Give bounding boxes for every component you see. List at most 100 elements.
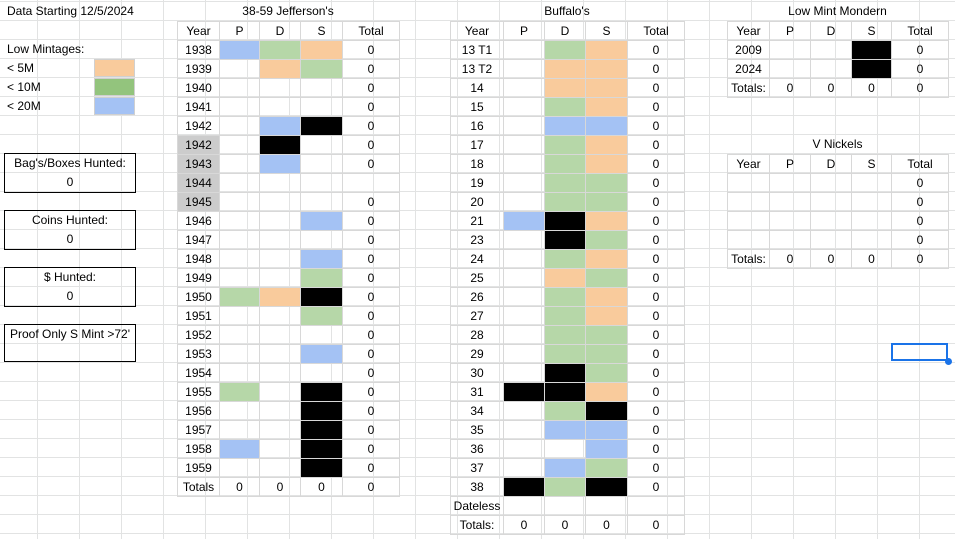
low-mint-p-cell[interactable] — [769, 59, 811, 79]
low-mint-s-cell[interactable] — [851, 59, 892, 79]
jefferson-total-cell[interactable]: 0 — [342, 135, 400, 155]
buffalo-p-cell[interactable] — [503, 477, 545, 497]
v-nickels-header-total[interactable]: Total — [891, 154, 949, 174]
jefferson-year-cell[interactable]: 1942 — [177, 135, 220, 155]
buffalo-d-cell[interactable] — [544, 154, 586, 174]
buffalo-d-cell[interactable] — [544, 325, 586, 345]
jefferson-d-cell[interactable] — [259, 287, 301, 307]
buffalo-s-cell[interactable] — [585, 97, 628, 117]
buffalo-d-cell[interactable] — [544, 344, 586, 364]
buffalo-total-cell[interactable]: 0 — [627, 116, 685, 136]
buffalo-year-cell[interactable]: 35 — [450, 420, 504, 440]
jefferson-s-cell[interactable] — [300, 97, 343, 117]
jefferson-p-cell[interactable] — [219, 173, 260, 193]
buffalo-total-cell[interactable]: 0 — [627, 363, 685, 383]
jefferson-p-cell[interactable] — [219, 344, 260, 364]
jefferson-p-cell[interactable] — [219, 287, 260, 307]
fill-handle[interactable] — [945, 358, 952, 365]
buffalo-year-cell[interactable]: 13 T1 — [450, 40, 504, 60]
low-mint-year-cell[interactable]: 2009 — [727, 40, 770, 60]
buffalo-s-cell[interactable] — [585, 230, 628, 250]
jefferson-total-cell[interactable]: 0 — [342, 97, 400, 117]
jefferson-total-cell[interactable]: 0 — [342, 287, 400, 307]
buffalo-s-cell[interactable] — [585, 477, 628, 497]
buffalo-s-cell[interactable] — [585, 59, 628, 79]
jefferson-year-cell[interactable]: 1954 — [177, 363, 220, 383]
jefferson-year-cell[interactable]: 1959 — [177, 458, 220, 478]
buffalo-s-cell[interactable] — [585, 496, 628, 516]
buffalo-total-cell[interactable]: 0 — [627, 192, 685, 212]
buffalo-year-cell[interactable]: 31 — [450, 382, 504, 402]
jefferson-d-cell[interactable] — [259, 154, 301, 174]
buffalo-p-cell[interactable] — [503, 325, 545, 345]
buffalo-totals-d[interactable]: 0 — [544, 515, 586, 535]
jefferson-s-cell[interactable] — [300, 325, 343, 345]
buffalo-header-p[interactable]: P — [503, 21, 545, 41]
jefferson-header-s[interactable]: S — [300, 21, 343, 41]
buffalo-s-cell[interactable] — [585, 211, 628, 231]
v-nickels-year-cell[interactable] — [727, 211, 770, 231]
bags-hunted-box[interactable]: Bag's/Boxes Hunted: 0 — [4, 153, 136, 193]
jefferson-d-cell[interactable] — [259, 211, 301, 231]
buffalo-header-d[interactable]: D — [544, 21, 586, 41]
v-nickels-s-cell[interactable] — [851, 230, 892, 250]
buffalo-year-cell[interactable]: 30 — [450, 363, 504, 383]
low-mint-header-d[interactable]: D — [810, 21, 852, 41]
jefferson-year-cell[interactable]: 1941 — [177, 97, 220, 117]
buffalo-total-cell[interactable]: 0 — [627, 420, 685, 440]
buffalo-header-s[interactable]: S — [585, 21, 628, 41]
jefferson-header-total[interactable]: Total — [342, 21, 400, 41]
jefferson-s-cell[interactable] — [300, 401, 343, 421]
jefferson-total-cell[interactable]: 0 — [342, 268, 400, 288]
buffalo-d-cell[interactable] — [544, 287, 586, 307]
buffalo-p-cell[interactable] — [503, 382, 545, 402]
v-nickels-p-cell[interactable] — [769, 211, 811, 231]
jefferson-header-p[interactable]: P — [219, 21, 260, 41]
v-nickels-year-cell[interactable] — [727, 192, 770, 212]
low-mint-total-cell[interactable]: 0 — [891, 40, 949, 60]
v-nickels-total-cell[interactable]: 0 — [891, 211, 949, 231]
buffalo-year-cell[interactable]: 20 — [450, 192, 504, 212]
buffalo-p-cell[interactable] — [503, 116, 545, 136]
buffalo-total-cell[interactable] — [627, 496, 685, 516]
dollars-hunted-box[interactable]: $ Hunted: 0 — [4, 267, 136, 307]
v-nickels-totals-s[interactable]: 0 — [851, 249, 892, 269]
buffalo-d-cell[interactable] — [544, 439, 586, 459]
buffalo-d-cell[interactable] — [544, 249, 586, 269]
v-nickels-total-cell[interactable]: 0 — [891, 173, 949, 193]
buffalo-p-cell[interactable] — [503, 363, 545, 383]
buffalo-total-cell[interactable]: 0 — [627, 40, 685, 60]
buffalo-d-cell[interactable] — [544, 78, 586, 98]
low-mint-total-cell[interactable]: 0 — [891, 59, 949, 79]
buffalo-p-cell[interactable] — [503, 173, 545, 193]
jefferson-s-cell[interactable] — [300, 344, 343, 364]
buffalo-p-cell[interactable] — [503, 401, 545, 421]
buffalo-d-cell[interactable] — [544, 40, 586, 60]
v-nickels-header-year[interactable]: Year — [727, 154, 770, 174]
jefferson-total-cell[interactable]: 0 — [342, 116, 400, 136]
v-nickels-s-cell[interactable] — [851, 173, 892, 193]
jefferson-p-cell[interactable] — [219, 306, 260, 326]
buffalo-totals-s[interactable]: 0 — [585, 515, 628, 535]
jefferson-total-cell[interactable]: 0 — [342, 439, 400, 459]
buffalo-year-cell[interactable]: 25 — [450, 268, 504, 288]
v-nickels-s-cell[interactable] — [851, 192, 892, 212]
buffalo-d-cell[interactable] — [544, 211, 586, 231]
buffalo-p-cell[interactable] — [503, 154, 545, 174]
jefferson-year-cell[interactable]: 1942 — [177, 116, 220, 136]
buffalo-total-cell[interactable]: 0 — [627, 325, 685, 345]
v-nickels-p-cell[interactable] — [769, 230, 811, 250]
selected-cell[interactable] — [891, 343, 948, 361]
buffalo-d-cell[interactable] — [544, 192, 586, 212]
jefferson-s-cell[interactable] — [300, 420, 343, 440]
buffalo-s-cell[interactable] — [585, 287, 628, 307]
jefferson-totals-p[interactable]: 0 — [219, 477, 260, 497]
buffalo-total-cell[interactable]: 0 — [627, 382, 685, 402]
buffalo-total-cell[interactable]: 0 — [627, 154, 685, 174]
buffalo-d-cell[interactable] — [544, 420, 586, 440]
buffalo-s-cell[interactable] — [585, 344, 628, 364]
jefferson-p-cell[interactable] — [219, 249, 260, 269]
jefferson-p-cell[interactable] — [219, 401, 260, 421]
buffalo-year-cell[interactable]: 15 — [450, 97, 504, 117]
jefferson-p-cell[interactable] — [219, 135, 260, 155]
